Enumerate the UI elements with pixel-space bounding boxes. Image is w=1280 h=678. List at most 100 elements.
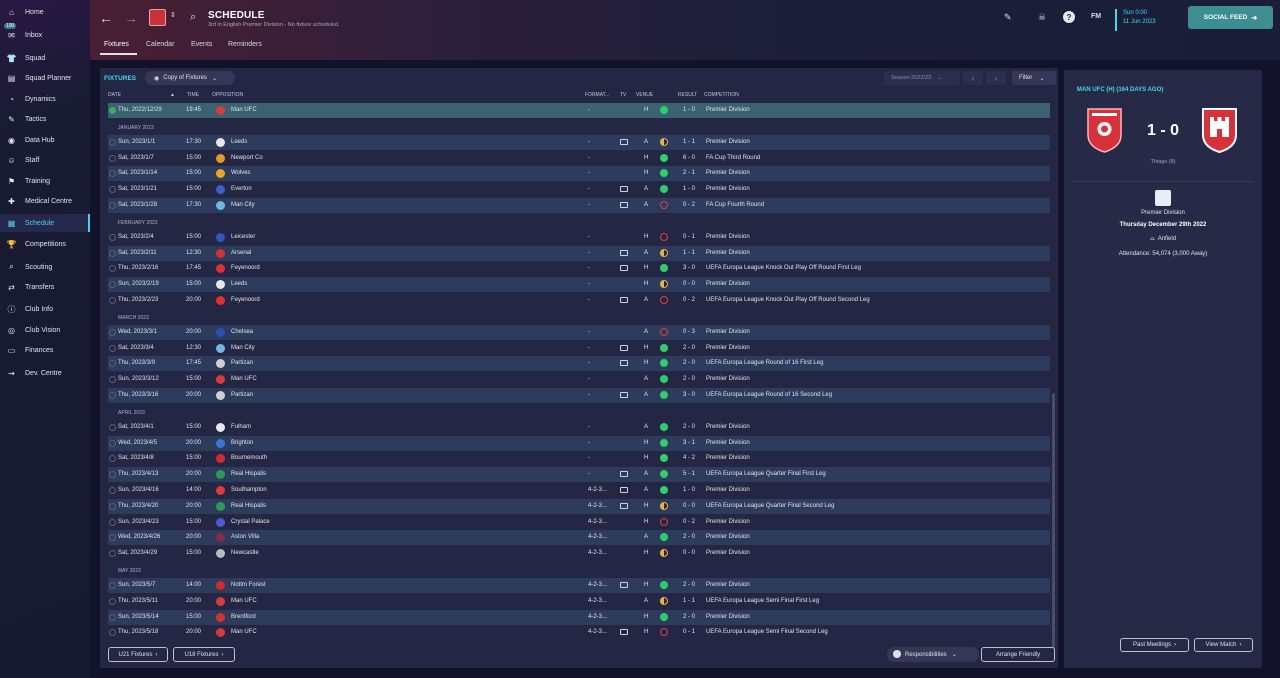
fixture-opponent[interactable]: Chelsea: [231, 328, 254, 335]
opponent-crest-icon[interactable]: [216, 612, 225, 622]
fixture-competition[interactable]: Premier Division: [706, 534, 750, 541]
table-row[interactable]: Sat, 2023/4/29 15:00 Newcastle 4-2-3... H 0 -…: [108, 546, 1050, 561]
opponent-crest-icon[interactable]: [216, 438, 225, 448]
col-result[interactable]: RESULT: [678, 92, 698, 98]
fixture-competition[interactable]: Premier Division: [706, 138, 750, 145]
opponent-crest-icon[interactable]: [216, 153, 225, 163]
fixture-result[interactable]: 0 - 2: [683, 518, 696, 525]
col-venue[interactable]: VENUE: [636, 92, 654, 98]
fixture-opponent[interactable]: Brighton: [231, 439, 254, 446]
fixture-competition[interactable]: UEFA Europa League Knock Out Play Off Ro…: [706, 297, 870, 303]
fixture-result[interactable]: 2 - 0: [683, 360, 696, 367]
fixture-competition[interactable]: Premier Division: [706, 423, 750, 430]
row-select-icon[interactable]: [109, 281, 116, 289]
social-feed-button[interactable]: SOCIAL FEED ➜: [1188, 6, 1273, 29]
opponent-crest-icon[interactable]: [216, 596, 225, 606]
row-select-icon[interactable]: [109, 154, 116, 162]
table-row[interactable]: Wed, 2023/4/26 20:00 Aston Villa 4-2-3... A 2…: [108, 530, 1050, 546]
opponent-crest-icon[interactable]: [216, 581, 225, 590]
table-row[interactable]: Sat, 2023/4/8 15:00 Bournemouth - H 4 - 2 Prem…: [108, 451, 1050, 466]
row-select-icon[interactable]: [109, 376, 116, 384]
col-opposition[interactable]: OPPOSITION: [212, 92, 244, 98]
fixture-competition[interactable]: Premier Division: [706, 613, 750, 620]
opponent-crest-icon[interactable]: [216, 375, 225, 385]
fixture-result[interactable]: 0 - 3: [683, 328, 696, 335]
sidebar-item-medical-centre[interactable]: ✚ Medical Centre: [0, 192, 90, 210]
opponent-crest-icon[interactable]: [216, 501, 225, 511]
fixture-opponent[interactable]: Leicester: [231, 233, 256, 240]
row-select-icon[interactable]: [109, 613, 116, 621]
table-row[interactable]: Sun, 2023/4/23 15:00 Crystal Palace 4-2-3..…: [108, 515, 1050, 530]
fixture-opponent[interactable]: Man City: [231, 344, 255, 351]
table-row[interactable]: Thu, 2023/4/20 20:00 Real Hispalis 4-2-3...…: [108, 498, 1050, 514]
tab-fixtures[interactable]: Fixtures: [104, 41, 129, 48]
col-competition[interactable]: COMPETITION: [704, 92, 739, 98]
past-meetings-button[interactable]: Past Meetings ›: [1120, 638, 1189, 652]
table-row[interactable]: Thu, 2023/4/13 20:00 Real Hispalis - A 5 - 1 U…: [108, 467, 1050, 483]
row-select-icon[interactable]: [109, 534, 116, 542]
fixture-result[interactable]: 1 - 1: [683, 138, 696, 145]
table-row[interactable]: Sun, 2023/3/12 15:00 Man UFC - A 2 - 0 Premier…: [108, 372, 1050, 387]
sidebar-item-squad-planner[interactable]: ▤ Squad Planner: [0, 69, 90, 87]
fixture-competition[interactable]: Premier Division: [706, 344, 750, 351]
fixture-opponent[interactable]: Everton: [231, 186, 252, 193]
table-row[interactable]: Wed, 2023/3/1 20:00 Chelsea - A 0 - 3 Premier …: [108, 324, 1050, 340]
fixture-result[interactable]: 1 - 0: [683, 186, 696, 193]
fixture-competition[interactable]: Premier Division: [706, 376, 750, 383]
row-select-icon[interactable]: [109, 471, 116, 479]
fixture-result[interactable]: 2 - 1: [683, 170, 696, 177]
row-select-icon[interactable]: [109, 518, 116, 526]
row-select-icon[interactable]: [109, 439, 116, 447]
table-row[interactable]: Thu, 2023/5/18 20:00 Man UFC 4-2-3... H 0 - 1…: [108, 625, 1050, 640]
fixture-opponent[interactable]: Brentford: [231, 613, 256, 620]
u21-fixtures-button[interactable]: U21 Fixtures ›: [108, 647, 168, 662]
fixture-opponent[interactable]: Man UFC: [231, 629, 257, 636]
u18-fixtures-button[interactable]: U18 Fixtures ›: [173, 647, 235, 662]
fixture-result[interactable]: 2 - 0: [683, 613, 696, 620]
opponent-crest-icon[interactable]: [216, 486, 225, 495]
row-select-icon[interactable]: [109, 297, 116, 304]
opponent-crest-icon[interactable]: [216, 628, 225, 638]
opponent-crest-icon[interactable]: [216, 517, 225, 527]
opponent-crest-icon[interactable]: [216, 533, 225, 543]
fixture-opponent[interactable]: Man UFC: [231, 107, 257, 113]
fixture-result[interactable]: 5 - 1: [683, 471, 696, 478]
fixture-result[interactable]: 2 - 0: [683, 376, 696, 383]
row-select-icon[interactable]: [109, 597, 116, 605]
fixture-result[interactable]: 0 - 0: [683, 550, 696, 557]
responsibilities-button[interactable]: Responsibilities ⌄: [887, 647, 979, 662]
fixture-result[interactable]: 2 - 0: [683, 534, 696, 541]
fixture-result[interactable]: 0 - 0: [683, 281, 696, 288]
table-row[interactable]: Sat, 2023/4/1 15:00 Fulham - A 2 - 0 Premier D…: [108, 420, 1050, 435]
fixture-competition[interactable]: UEFA Europa League Semi Final First Leg: [706, 597, 820, 604]
fixture-competition[interactable]: Premier Division: [706, 439, 750, 446]
row-select-icon[interactable]: [109, 455, 116, 463]
game-date[interactable]: Sun 0:00 11 Jun 2023: [1115, 9, 1156, 31]
col-date[interactable]: DATE: [108, 92, 121, 98]
fixture-result[interactable]: 1 - 0: [683, 107, 696, 113]
fixture-result[interactable]: 0 - 0: [683, 502, 696, 509]
table-row[interactable]: Wed, 2023/4/5 20:00 Brighton - H 3 - 1 Premier…: [108, 435, 1050, 451]
fixture-opponent[interactable]: Man UFC: [231, 376, 257, 383]
fixture-result[interactable]: 3 - 1: [683, 439, 696, 446]
table-row[interactable]: Sat, 2023/3/4 12:30 Man City - H 2 - 0 Premier…: [108, 341, 1050, 356]
fixture-opponent[interactable]: Wolves: [231, 170, 251, 177]
copy-of-fixtures-dropdown[interactable]: ◉ Copy of Fixtures ⌄: [145, 71, 235, 85]
arrange-friendly-button[interactable]: Arrange Friendly: [981, 647, 1055, 662]
fixture-result[interactable]: 0 - 2: [683, 297, 696, 303]
fixture-opponent[interactable]: Bournemouth: [231, 455, 268, 462]
view-match-button[interactable]: View Match ›: [1194, 638, 1253, 652]
fixture-result[interactable]: 1 - 0: [683, 487, 696, 493]
fixture-competition[interactable]: Premier Division: [706, 249, 750, 256]
row-select-icon[interactable]: [109, 392, 116, 399]
prev-season-button[interactable]: ‹: [963, 71, 983, 85]
table-row[interactable]: Thu, 2023/5/11 20:00 Man UFC 4-2-3... A 1 - 1…: [108, 594, 1050, 609]
fixture-competition[interactable]: Premier Division: [706, 281, 750, 288]
table-row[interactable]: Thu, 2023/2/23 20:00 Feyenoord - A 0 - 2 UEFA …: [108, 293, 1050, 308]
fixture-opponent[interactable]: Aston Villa: [231, 534, 260, 541]
table-row[interactable]: Sat, 2023/1/14 15:00 Wolves - H 2 - 1 Premier …: [108, 166, 1050, 182]
fixture-competition[interactable]: UEFA Europa League Quarter Final First L…: [706, 471, 826, 478]
filter-button[interactable]: Filter ⌄: [1012, 71, 1056, 85]
forward-arrow-icon[interactable]: →: [124, 10, 138, 26]
fixture-competition[interactable]: Premier Division: [706, 107, 750, 113]
